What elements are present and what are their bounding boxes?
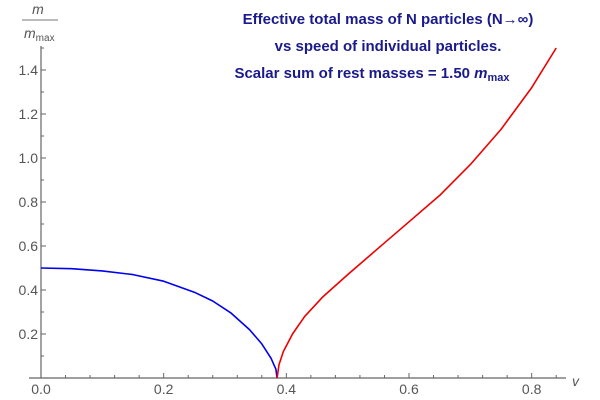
y-tick-label: 0.8 <box>19 194 39 210</box>
y-tick-label: 0.4 <box>19 282 39 298</box>
y-tick-label: 1.2 <box>19 106 39 122</box>
x-axis-label: v <box>572 373 580 389</box>
y-axis-label: m mmax <box>22 1 58 44</box>
x-tick-label: 0.8 <box>522 381 542 397</box>
series-group <box>40 47 557 379</box>
series-line-below-threshold <box>40 267 278 379</box>
series-line-above-threshold <box>276 47 557 379</box>
chart-title: Effective total mass of N particles (N→∞… <box>234 11 533 84</box>
title-line-1: Effective total mass of N particles (N→∞… <box>243 11 534 28</box>
title-line-2: vs speed of individual particles. <box>275 38 502 55</box>
y-tick-label: 1.4 <box>19 62 39 78</box>
ticks: 0.0 0.2 0.4 0.6 0.8 0.2 0.4 0.6 0.8 1.0 1.2 1.4 <box>19 47 557 397</box>
y-label-denominator: mmax <box>24 25 55 44</box>
y-tick-label: 1.0 <box>19 150 39 166</box>
title-line-3: Scalar sum of rest masses = 1.50 mmax <box>234 65 510 84</box>
x-tick-label: 0.0 <box>31 381 51 397</box>
x-tick-label: 0.4 <box>277 381 297 397</box>
y-tick-label: 0.2 <box>19 326 39 342</box>
x-tick-label: 0.6 <box>399 381 419 397</box>
y-tick-label: 0.6 <box>19 238 39 254</box>
x-tick-label: 0.2 <box>154 381 174 397</box>
y-label-numerator: m <box>32 1 44 17</box>
axes <box>29 46 566 379</box>
